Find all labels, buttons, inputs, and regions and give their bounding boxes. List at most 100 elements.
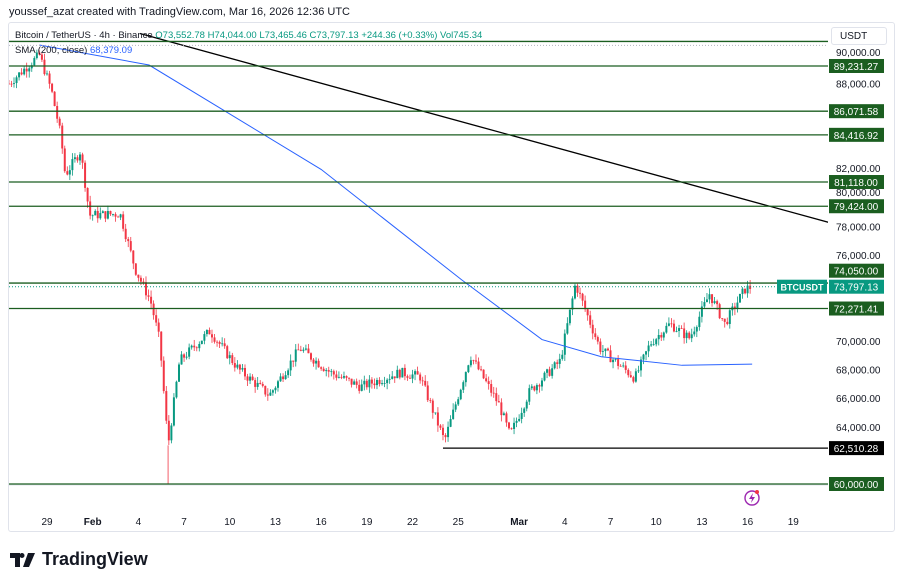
x-tick-label: 13 bbox=[696, 517, 708, 528]
x-tick-label: 16 bbox=[316, 517, 328, 528]
candle-body bbox=[63, 148, 66, 172]
candle-body bbox=[383, 383, 386, 384]
chart-credit: youssef_azat created with TradingView.co… bbox=[9, 6, 350, 18]
level-price-label: 86,071.58 bbox=[834, 107, 879, 118]
candle-body bbox=[119, 214, 122, 218]
candle-body bbox=[205, 329, 208, 335]
candle-body bbox=[738, 293, 741, 303]
candle-body bbox=[243, 367, 246, 377]
level-price-label: 79,424.00 bbox=[834, 202, 879, 213]
candle-body bbox=[538, 385, 541, 387]
candle-body bbox=[386, 379, 389, 384]
candle-body bbox=[540, 380, 543, 387]
candle-body bbox=[622, 365, 625, 367]
ohlc-open: O73,552.78 bbox=[155, 30, 205, 41]
x-tick-label: 4 bbox=[136, 517, 142, 528]
candle-body bbox=[360, 384, 363, 391]
x-tick-label: 22 bbox=[407, 517, 419, 528]
candle-body bbox=[81, 154, 84, 163]
candle-body bbox=[693, 331, 696, 335]
candle-body bbox=[548, 369, 551, 376]
candle-body bbox=[411, 374, 414, 379]
candle-body bbox=[43, 59, 46, 75]
candle-body bbox=[195, 347, 198, 349]
candle-body bbox=[459, 389, 462, 400]
candle-body bbox=[429, 400, 432, 401]
level-price-label: 74,050.00 bbox=[834, 267, 879, 278]
chart-frame[interactable] bbox=[8, 22, 895, 532]
candle-body bbox=[147, 295, 150, 297]
y-tick-label: 90,000.00 bbox=[836, 48, 881, 59]
candle-body bbox=[365, 380, 368, 388]
candle-body bbox=[670, 323, 673, 325]
candle-body bbox=[454, 404, 457, 410]
candle-body bbox=[99, 213, 102, 219]
candle-body bbox=[139, 277, 142, 282]
candle-body bbox=[373, 383, 376, 386]
candle-body bbox=[698, 316, 701, 328]
candle-body bbox=[439, 425, 442, 428]
candle-body bbox=[523, 408, 526, 413]
candle-body bbox=[543, 372, 546, 381]
candle-body bbox=[520, 412, 523, 419]
sma-label: SMA (200, close) bbox=[15, 45, 88, 56]
candle-body bbox=[160, 331, 163, 361]
candle-body bbox=[106, 210, 109, 219]
candle-body bbox=[447, 426, 450, 438]
candle-body bbox=[647, 345, 650, 352]
ohlc-close: C73,797.13 bbox=[309, 30, 359, 41]
candle-body bbox=[363, 380, 366, 385]
candle-body bbox=[335, 374, 338, 378]
symbol-name: Bitcoin / TetherUS · 4h · Binance bbox=[15, 30, 153, 41]
candle-body bbox=[672, 323, 675, 332]
candle-body bbox=[236, 364, 239, 368]
candle-body bbox=[180, 354, 183, 365]
currency-selector[interactable]: USDT bbox=[831, 27, 887, 45]
candle-body bbox=[609, 350, 612, 363]
candle-body bbox=[431, 400, 434, 413]
plot-area bbox=[9, 32, 828, 484]
candle-body bbox=[700, 306, 703, 317]
candle-body bbox=[492, 392, 495, 394]
candle-body bbox=[292, 360, 295, 362]
support-price-tag bbox=[829, 441, 884, 456]
sma-line bbox=[39, 44, 753, 366]
candle-body bbox=[396, 369, 399, 379]
candle-body bbox=[650, 344, 653, 346]
sma-legend[interactable]: SMA (200, close) 68,379.09 bbox=[15, 45, 132, 56]
tradingview-logo[interactable]: TradingView bbox=[10, 549, 148, 570]
current-price-label: 73,797.13 bbox=[834, 283, 879, 294]
candle-body bbox=[216, 341, 219, 343]
candle-body bbox=[546, 369, 549, 373]
candle-body bbox=[246, 376, 249, 381]
candle-body bbox=[210, 334, 213, 338]
y-tick-label: 88,000.00 bbox=[836, 80, 881, 91]
candle-body bbox=[733, 306, 736, 309]
candle-body bbox=[276, 381, 279, 388]
level-price-label: 81,118.00 bbox=[834, 178, 878, 189]
candle-body bbox=[510, 428, 513, 430]
candle-body bbox=[208, 329, 211, 335]
candle-body bbox=[624, 365, 627, 370]
candle-body bbox=[185, 356, 188, 358]
y-tick-label: 80,000.00 bbox=[836, 188, 881, 199]
candle-body bbox=[639, 359, 642, 371]
candle-body bbox=[571, 298, 574, 310]
current-price-tag bbox=[829, 279, 884, 294]
x-tick-label: 16 bbox=[742, 517, 754, 528]
candle-body bbox=[467, 365, 470, 373]
candle-body bbox=[91, 215, 94, 217]
level-price-tag bbox=[829, 301, 884, 316]
candle-body bbox=[124, 228, 127, 240]
candle-body bbox=[642, 354, 645, 360]
candle-body bbox=[703, 302, 706, 307]
candle-body bbox=[401, 367, 404, 378]
candle-body bbox=[464, 372, 467, 383]
candle-body bbox=[723, 318, 726, 322]
candle-body bbox=[599, 341, 602, 352]
candle-body bbox=[238, 364, 241, 370]
candle-body bbox=[271, 390, 274, 393]
candle-body bbox=[426, 385, 429, 401]
candle-body bbox=[46, 73, 48, 75]
